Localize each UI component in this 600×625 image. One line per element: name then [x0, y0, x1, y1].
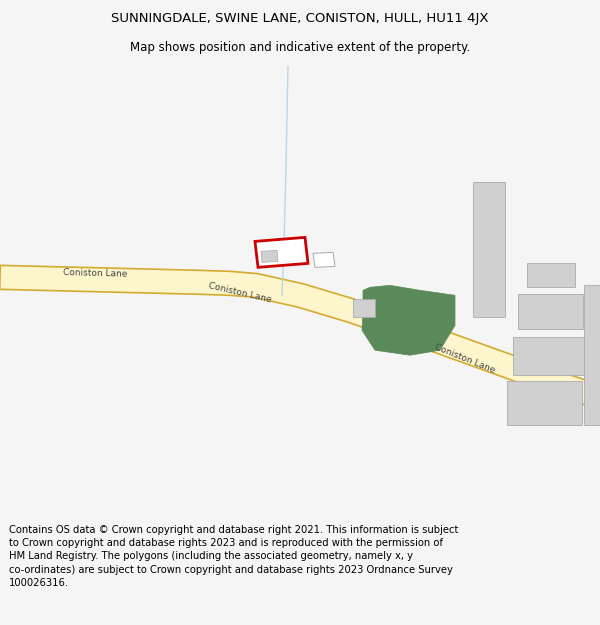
Bar	[353, 299, 375, 318]
Bar	[527, 263, 575, 288]
Polygon shape	[261, 251, 278, 262]
Bar	[507, 381, 582, 425]
Polygon shape	[362, 286, 455, 355]
Text: Coniston Lane: Coniston Lane	[63, 268, 127, 279]
Bar	[473, 182, 505, 318]
Text: SUNNINGDALE, SWINE LANE, CONISTON, HULL, HU11 4JX: SUNNINGDALE, SWINE LANE, CONISTON, HULL,…	[111, 12, 489, 25]
Polygon shape	[255, 238, 308, 268]
Polygon shape	[313, 253, 335, 268]
Text: Map shows position and indicative extent of the property.: Map shows position and indicative extent…	[130, 41, 470, 54]
Text: Contains OS data © Crown copyright and database right 2021. This information is : Contains OS data © Crown copyright and d…	[9, 525, 458, 588]
Bar	[584, 286, 600, 425]
Bar	[513, 338, 585, 375]
Text: Coniston Lane: Coniston Lane	[433, 342, 497, 375]
Bar	[518, 294, 583, 329]
Text: Coniston Lane: Coniston Lane	[208, 281, 272, 304]
Polygon shape	[0, 266, 600, 409]
